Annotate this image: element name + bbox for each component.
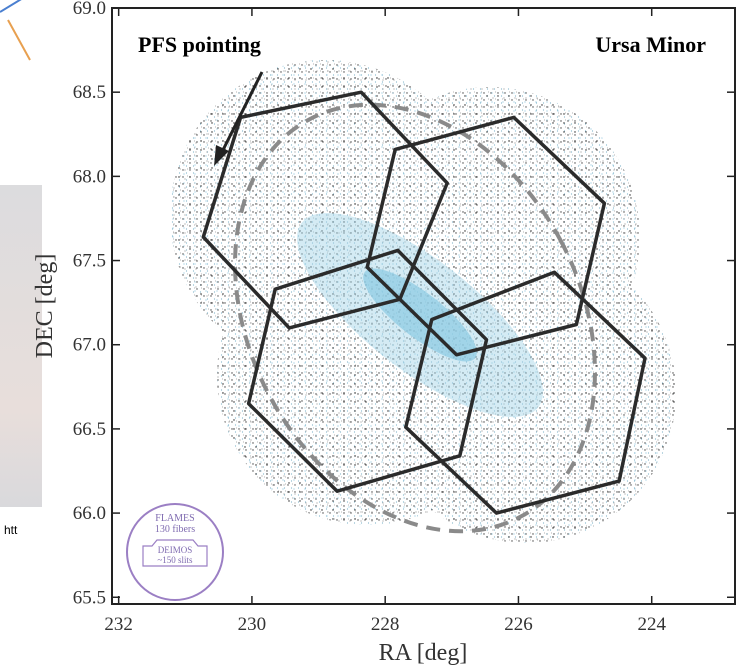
x-tick-label: 228 [371, 614, 400, 635]
y-tick-label: 69.0 [73, 0, 106, 19]
y-tick-label: 66.0 [73, 503, 106, 524]
y-tick-label: 67.5 [73, 251, 106, 272]
badge-text: ~150 slits [157, 555, 193, 565]
y-tick-label: 65.5 [73, 587, 106, 608]
annotation: Ursa Minor [595, 32, 706, 57]
y-tick-label: 66.5 [73, 419, 106, 440]
badge-text: FLAMES [155, 513, 194, 524]
x-tick-label: 226 [504, 614, 533, 635]
page: htt PFS pointing Ursa Minor FLAMES 130 f… [0, 0, 738, 671]
side-text: htt [4, 523, 18, 537]
x-axis-label: RA [deg] [379, 640, 468, 666]
badge-text: 130 fibers [155, 524, 195, 535]
y-tick-label: 68.5 [73, 82, 106, 103]
instrument-badge: FLAMES 130 fibers DEIMOS ~150 slits [127, 504, 223, 600]
y-axis-label: DEC [deg] [32, 254, 58, 359]
x-tick-label: 224 [637, 614, 666, 635]
x-tick-label: 232 [104, 614, 133, 635]
annotation: PFS pointing [138, 32, 261, 57]
y-tick-label: 68.0 [73, 166, 106, 187]
y-tick-label: 67.0 [73, 335, 106, 356]
badge-text: DEIMOS [158, 545, 193, 555]
x-tick-label: 230 [238, 614, 267, 635]
